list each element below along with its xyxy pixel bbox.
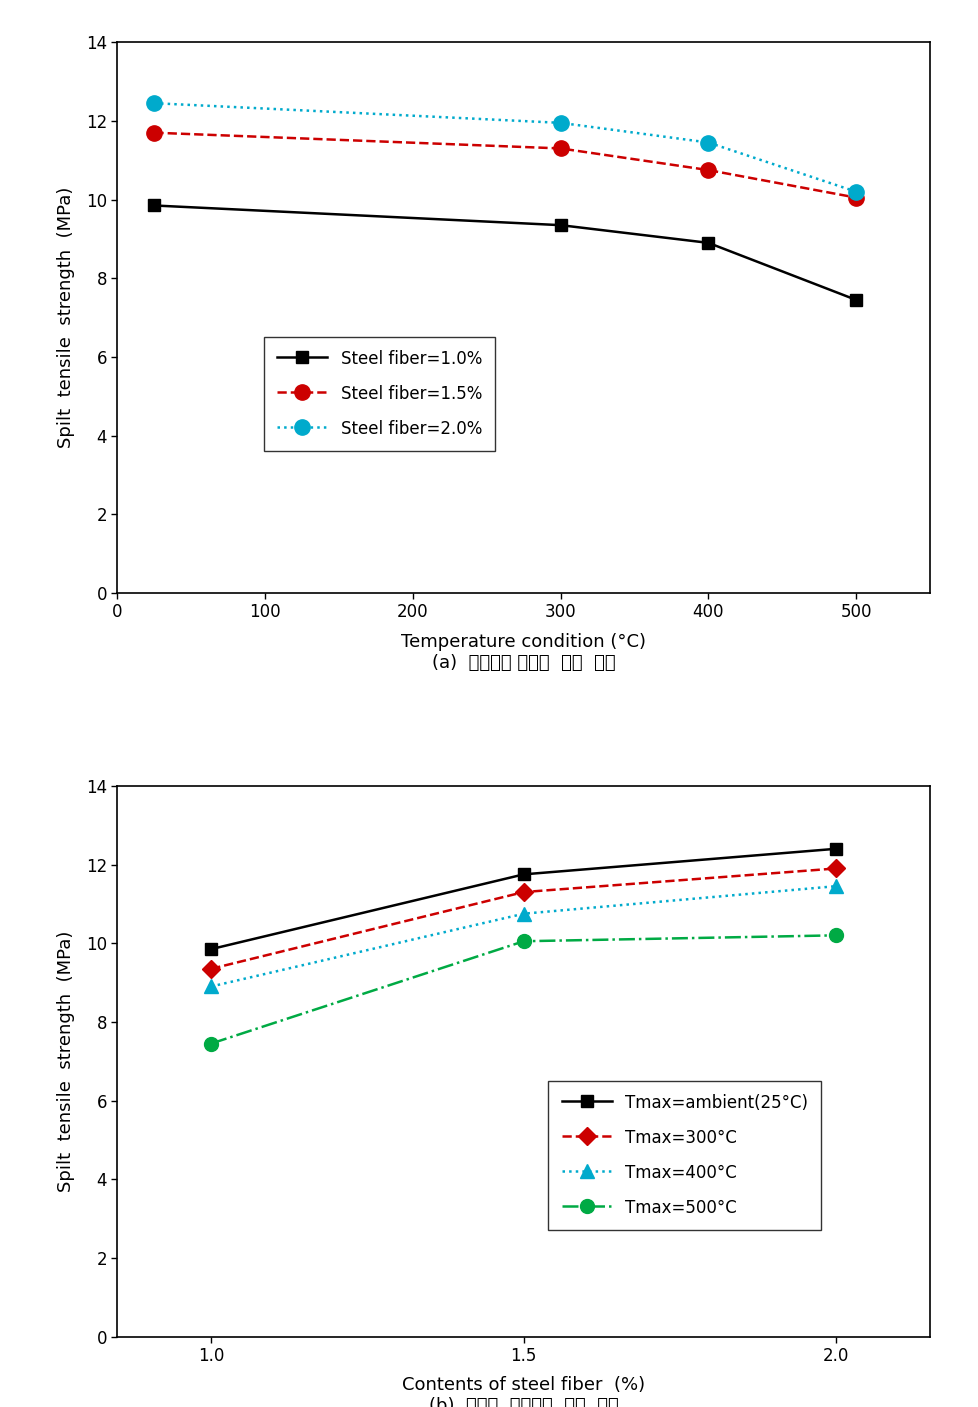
Legend: Steel fiber=1.0%, Steel fiber=1.5%, Steel fiber=2.0%: Steel fiber=1.0%, Steel fiber=1.5%, Stee…: [264, 336, 495, 452]
Steel fiber=1.5%: [702, 162, 714, 179]
Steel fiber=2.0%: [149, 94, 160, 111]
Line: Tmax=ambient(25°C): Tmax=ambient(25°C): [204, 843, 842, 955]
Line: Steel fiber=1.0%: Steel fiber=1.0%: [148, 200, 862, 307]
Line: Tmax=300°C: Tmax=300°C: [204, 862, 842, 975]
Tmax=500°C: [517, 933, 529, 950]
Line: Tmax=400°C: Tmax=400°C: [204, 879, 842, 993]
Steel fiber=2.0%: [850, 183, 862, 200]
Line: Steel fiber=2.0%: Steel fiber=2.0%: [147, 96, 863, 200]
Tmax=ambient(25°C): [517, 865, 529, 882]
Tmax=400°C: [517, 905, 529, 922]
Tmax=300°C: [829, 860, 841, 877]
Steel fiber=1.0%: [850, 291, 862, 308]
Text: (b)  강섬유  혼입률에  따른  영향: (b) 강섬유 혼입률에 따른 영향: [428, 1397, 618, 1407]
Tmax=300°C: [205, 961, 217, 978]
Tmax=500°C: [829, 927, 841, 944]
Line: Tmax=500°C: Tmax=500°C: [204, 929, 842, 1051]
Legend: Tmax=ambient(25°C), Tmax=300°C, Tmax=400°C, Tmax=500°C: Tmax=ambient(25°C), Tmax=300°C, Tmax=400…: [548, 1081, 821, 1230]
Y-axis label: Spilt  tensile  strength  (MPa): Spilt tensile strength (MPa): [57, 930, 74, 1192]
Steel fiber=1.0%: [702, 235, 714, 252]
Steel fiber=1.5%: [850, 189, 862, 205]
Line: Steel fiber=1.5%: Steel fiber=1.5%: [147, 125, 863, 205]
Tmax=ambient(25°C): [205, 941, 217, 958]
Y-axis label: Spilt  tensile  strength  (MPa): Spilt tensile strength (MPa): [57, 187, 74, 449]
X-axis label: Temperature condition (°C): Temperature condition (°C): [401, 633, 645, 650]
X-axis label: Contents of steel fiber  (%): Contents of steel fiber (%): [402, 1376, 645, 1394]
Tmax=500°C: [205, 1036, 217, 1052]
Text: (a)  최대온도 조건에  따른  영향: (a) 최대온도 조건에 따른 영향: [431, 654, 615, 671]
Steel fiber=1.5%: [149, 124, 160, 141]
Steel fiber=1.0%: [149, 197, 160, 214]
Tmax=400°C: [205, 978, 217, 995]
Tmax=ambient(25°C): [829, 840, 841, 857]
Steel fiber=1.5%: [555, 141, 566, 158]
Steel fiber=1.0%: [555, 217, 566, 234]
Tmax=300°C: [517, 884, 529, 900]
Tmax=400°C: [829, 878, 841, 895]
Steel fiber=2.0%: [702, 134, 714, 151]
Steel fiber=2.0%: [555, 114, 566, 131]
